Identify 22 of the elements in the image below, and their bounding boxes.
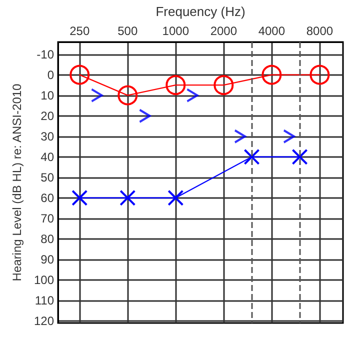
y-tick-label: 40 xyxy=(40,150,54,164)
x-axis-title: Frequency (Hz) xyxy=(156,4,246,19)
y-tick-label: 20 xyxy=(40,108,54,123)
y-tick-label: 70 xyxy=(40,211,54,226)
y-tick-label: 0 xyxy=(47,68,54,82)
y-tick-label: 100 xyxy=(34,272,54,287)
x-tick-label: 2000 xyxy=(210,24,238,38)
y-axis-title: Hearing Level (dB HL) re: ANSI-2010 xyxy=(10,83,24,282)
y-tick-label: 10 xyxy=(40,88,54,102)
y-tick-label: -10 xyxy=(36,47,54,62)
x-tick-label: 8000 xyxy=(306,24,334,38)
y-tick-label: 80 xyxy=(40,232,54,246)
x-tick-label: 500 xyxy=(118,24,138,38)
x-tick-label: 4000 xyxy=(258,24,286,38)
y-tick-label: 50 xyxy=(40,170,54,184)
x-tick-label: 1000 xyxy=(162,24,190,38)
y-tick-label: 30 xyxy=(40,129,54,144)
y-tick-label: 120 xyxy=(34,314,54,328)
x-tick-label: 250 xyxy=(70,24,90,38)
y-tick-label: 110 xyxy=(34,293,54,308)
y-tick-label: 60 xyxy=(40,190,54,205)
y-tick-label: 90 xyxy=(40,252,54,266)
